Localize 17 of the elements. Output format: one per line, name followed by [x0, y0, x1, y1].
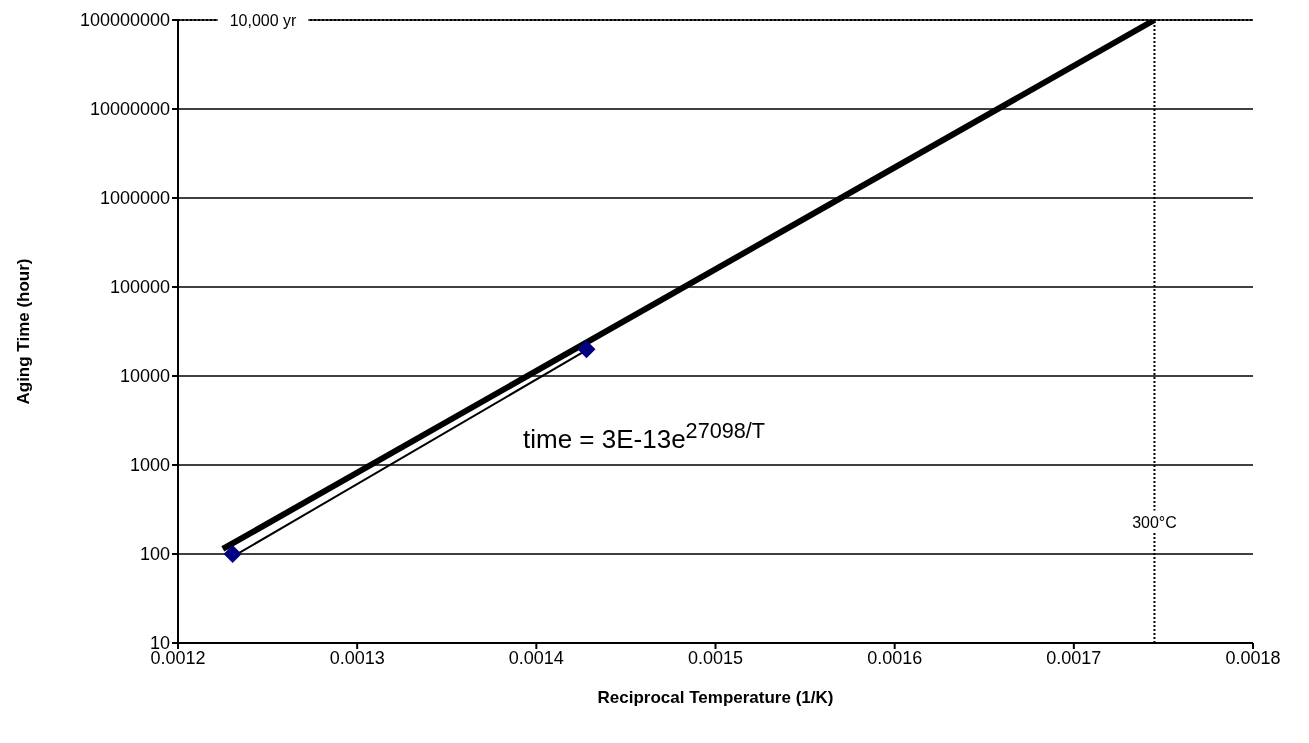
x-tick-label: 0.0017 [1046, 647, 1102, 668]
x-tick-label: 0.0016 [867, 647, 923, 668]
y-tick-label: 10000000 [89, 99, 170, 120]
x-axis-title: Reciprocal Temperature (1/K) [597, 688, 834, 707]
x-tick-label: 0.0018 [1225, 647, 1281, 668]
y-tick-label: 10000 [119, 366, 170, 387]
ref-line-label: 10,000 yr [229, 12, 298, 29]
y-tick-label: 100000 [109, 277, 170, 298]
y-tick-label: 100 [139, 544, 170, 565]
y-tick-label: 100000000 [79, 10, 170, 31]
y-tick-label: 1000 [129, 455, 170, 476]
x-tick-label: 0.0013 [329, 647, 385, 668]
y-tick-label: 1000000 [99, 188, 170, 209]
x-tick-label: 0.0015 [687, 647, 744, 668]
x-tick-label: 0.0014 [508, 647, 564, 668]
ref-line-label: 300°C [1132, 513, 1177, 531]
y-axis-title: Aging Time (hour) [14, 258, 34, 405]
